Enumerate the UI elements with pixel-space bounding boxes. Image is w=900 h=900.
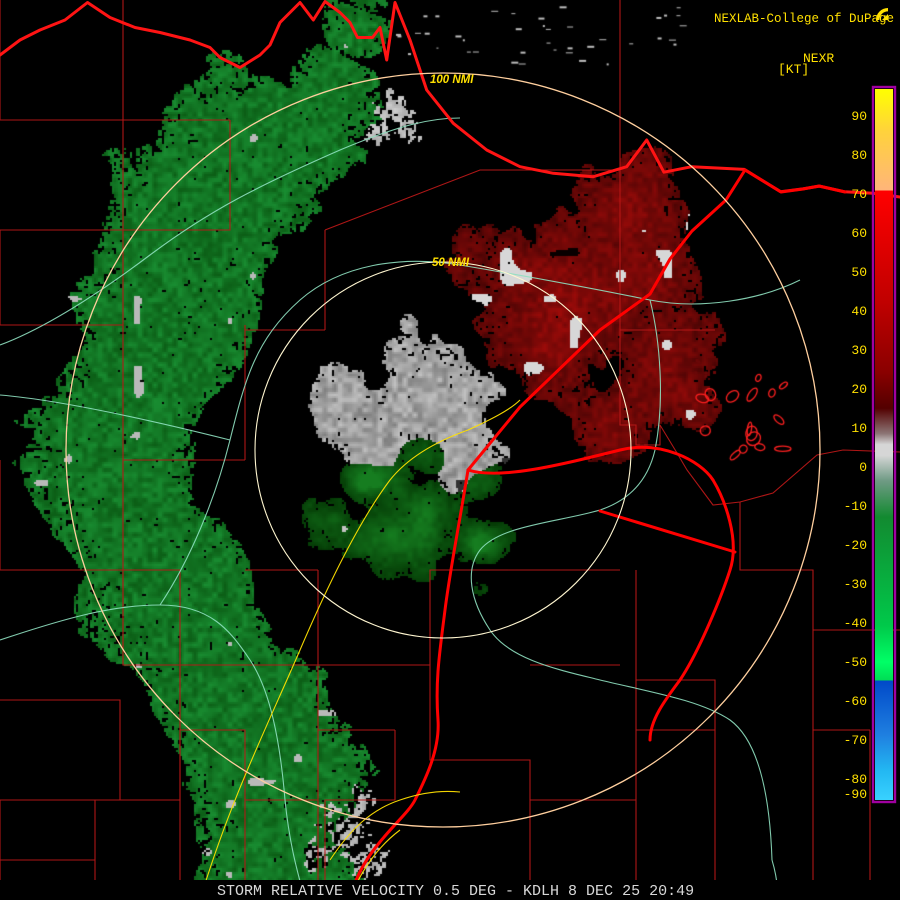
svg-text:STORM RELATIVE VELOCITY 0.5 DE: STORM RELATIVE VELOCITY 0.5 DEG - KDLH 8… — [217, 883, 694, 900]
svg-text:[KT]: [KT] — [778, 62, 809, 77]
svg-text:70: 70 — [851, 187, 867, 202]
svg-text:-10: -10 — [844, 499, 867, 514]
svg-text:-60: -60 — [844, 694, 867, 709]
svg-text:50: 50 — [851, 265, 867, 280]
svg-text:40: 40 — [851, 304, 867, 319]
svg-text:-50: -50 — [844, 655, 867, 670]
svg-text:-90: -90 — [844, 787, 867, 802]
svg-text:90: 90 — [851, 109, 867, 124]
svg-text:-80: -80 — [844, 772, 867, 787]
svg-text:50 NMI: 50 NMI — [432, 257, 470, 269]
svg-text:-40: -40 — [844, 616, 867, 631]
svg-text:30: 30 — [851, 343, 867, 358]
svg-text:-30: -30 — [844, 577, 867, 592]
svg-text:0: 0 — [859, 460, 867, 475]
svg-text:10: 10 — [851, 421, 867, 436]
svg-text:-20: -20 — [844, 538, 867, 553]
svg-text:-70: -70 — [844, 733, 867, 748]
svg-text:NEXLAB-College of DuPage: NEXLAB-College of DuPage — [714, 12, 894, 26]
svg-text:20: 20 — [851, 382, 867, 397]
svg-text:60: 60 — [851, 226, 867, 241]
svg-text:80: 80 — [851, 148, 867, 163]
svg-text:100 NMI: 100 NMI — [430, 74, 474, 86]
